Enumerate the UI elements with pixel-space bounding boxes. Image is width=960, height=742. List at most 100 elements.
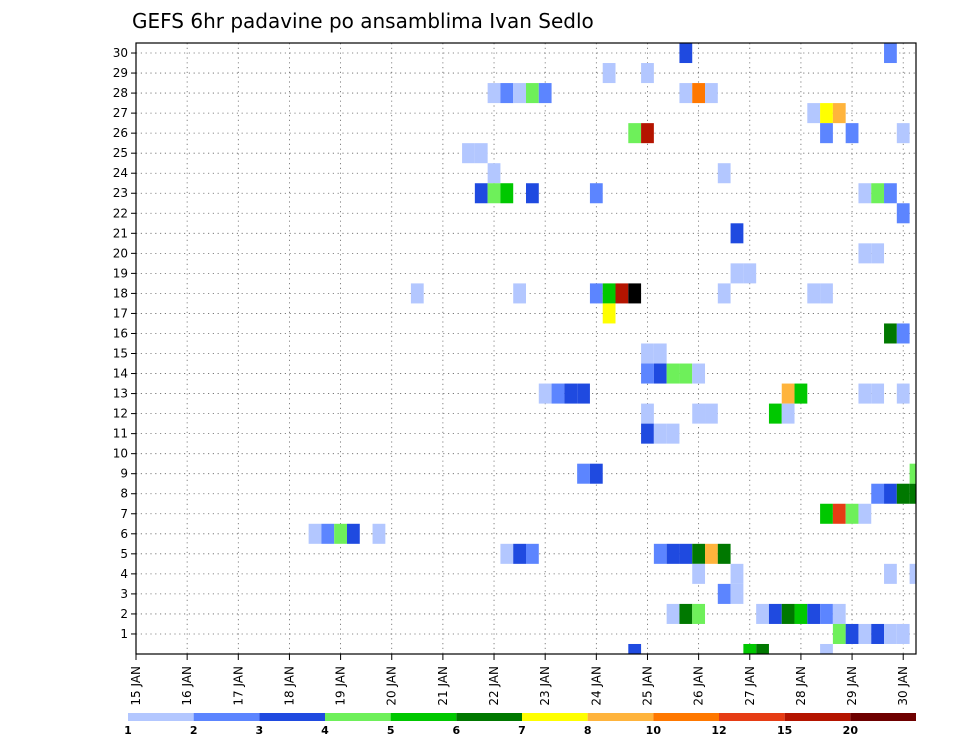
heatmap-cell <box>641 403 654 424</box>
x-axis: 15 JAN 16 JAN 17 JAN 18 JAN 19 JAN 20 JAN 21 J… <box>129 654 910 706</box>
y-tick-label: 17 <box>113 306 128 320</box>
heatmap-cell <box>410 283 424 304</box>
heatmap-cell <box>909 463 916 484</box>
plot-frame <box>135 42 917 655</box>
heatmap-cell <box>602 283 616 304</box>
heatmap-cell <box>487 183 501 204</box>
legend-swatch <box>456 713 522 721</box>
legend-label: 7 <box>518 724 526 737</box>
heatmap-cell <box>602 303 616 324</box>
y-tick-label: 16 <box>113 326 128 340</box>
legend-swatch <box>325 713 391 721</box>
heatmap-cell <box>743 643 757 654</box>
y-tick-label: 5 <box>120 547 128 561</box>
y-tick-label: 27 <box>113 106 128 120</box>
heatmap-cell <box>845 623 859 644</box>
heatmap-cell <box>794 603 808 624</box>
heatmap-cell <box>832 623 846 644</box>
heatmap-cell <box>871 483 885 504</box>
heatmap-cell <box>641 63 654 84</box>
heatmap-cell <box>717 163 731 184</box>
heatmap-cell <box>871 623 885 644</box>
legend-swatch <box>522 713 588 721</box>
heatmap-cell <box>794 383 808 404</box>
heatmap-cell <box>321 523 335 544</box>
y-tick-label: 14 <box>113 367 128 381</box>
heatmap-cell <box>615 283 629 304</box>
heatmap-cell <box>756 603 769 624</box>
heatmap-cell <box>781 383 795 404</box>
heatmap-cell <box>832 103 846 124</box>
heatmap-cell <box>845 123 859 144</box>
heatmap-cell <box>653 543 667 564</box>
y-tick-label: 8 <box>120 487 128 501</box>
heatmap-cell <box>909 563 916 584</box>
heatmap-cell <box>858 383 872 404</box>
x-tick-label: 28 JAN <box>794 666 808 706</box>
heatmap-cell <box>653 343 667 364</box>
heatmap-cell <box>462 143 475 164</box>
heatmap-cell <box>820 283 833 304</box>
y-tick-label: 30 <box>113 46 128 60</box>
y-tick-label: 13 <box>113 387 128 401</box>
heatmap-cell <box>896 483 910 504</box>
heatmap-cell <box>602 63 616 84</box>
x-tick-label: 20 JAN <box>385 666 399 706</box>
legend-label: 4 <box>321 724 329 737</box>
heatmap-cell <box>666 423 680 444</box>
heatmap-cell <box>628 283 642 304</box>
heatmap-cell <box>858 183 872 204</box>
y-tick-label: 28 <box>113 86 128 100</box>
y-tick-label: 3 <box>120 587 128 601</box>
heatmap-cell <box>820 123 833 144</box>
y-tick-label: 12 <box>113 407 128 421</box>
y-tick-label: 18 <box>113 286 128 300</box>
heatmap-cell <box>513 283 526 304</box>
legend-label: 8 <box>584 724 592 737</box>
legend-swatch <box>259 713 325 721</box>
ensemble-cells <box>308 43 916 654</box>
heatmap-cell <box>717 543 731 564</box>
heatmap-cell <box>641 343 654 364</box>
heatmap-cell <box>730 223 744 244</box>
y-tick-label: 11 <box>113 427 128 441</box>
heatmap-cell <box>871 383 885 404</box>
heatmap-cell <box>577 383 590 404</box>
heatmap-cell <box>692 543 706 564</box>
heatmap-cell <box>781 603 795 624</box>
y-tick-label: 15 <box>113 347 128 361</box>
heatmap-cell <box>500 543 514 564</box>
y-tick-label: 4 <box>120 567 128 581</box>
heatmap-cell <box>500 183 514 204</box>
heatmap-cell <box>896 123 910 144</box>
heatmap-cell <box>500 83 514 104</box>
chart-title: GEFS 6hr padavine po ansamblima Ivan Sed… <box>132 9 594 33</box>
legend-swatch <box>390 713 457 721</box>
x-tick-label: 30 JAN <box>896 666 910 706</box>
heatmap-cell <box>692 603 706 624</box>
heatmap-cell <box>334 523 347 544</box>
heatmap-cell <box>884 323 897 344</box>
heatmap-cell <box>589 183 603 204</box>
heatmap-cell <box>781 403 795 424</box>
heatmap-cell <box>589 463 603 484</box>
heatmap-cell <box>832 503 846 524</box>
y-tick-label: 20 <box>113 246 128 260</box>
heatmap-cell <box>845 503 859 524</box>
heatmap-cell <box>768 403 782 424</box>
legend-label: 12 <box>711 724 726 737</box>
legend-label: 1 <box>124 724 132 737</box>
heatmap-cell <box>346 523 360 544</box>
y-tick-label: 23 <box>113 186 128 200</box>
legend-swatch <box>653 713 719 721</box>
heatmap-cell <box>756 643 769 654</box>
x-tick-label: 22 JAN <box>487 666 501 706</box>
legend-swatch <box>850 713 916 721</box>
heatmap-cell <box>513 543 526 564</box>
heatmap-cell <box>641 363 654 384</box>
heatmap-cell <box>666 603 680 624</box>
x-tick-label: 29 JAN <box>845 666 859 706</box>
heatmap-cell <box>641 423 654 444</box>
legend-label: 6 <box>453 724 461 737</box>
